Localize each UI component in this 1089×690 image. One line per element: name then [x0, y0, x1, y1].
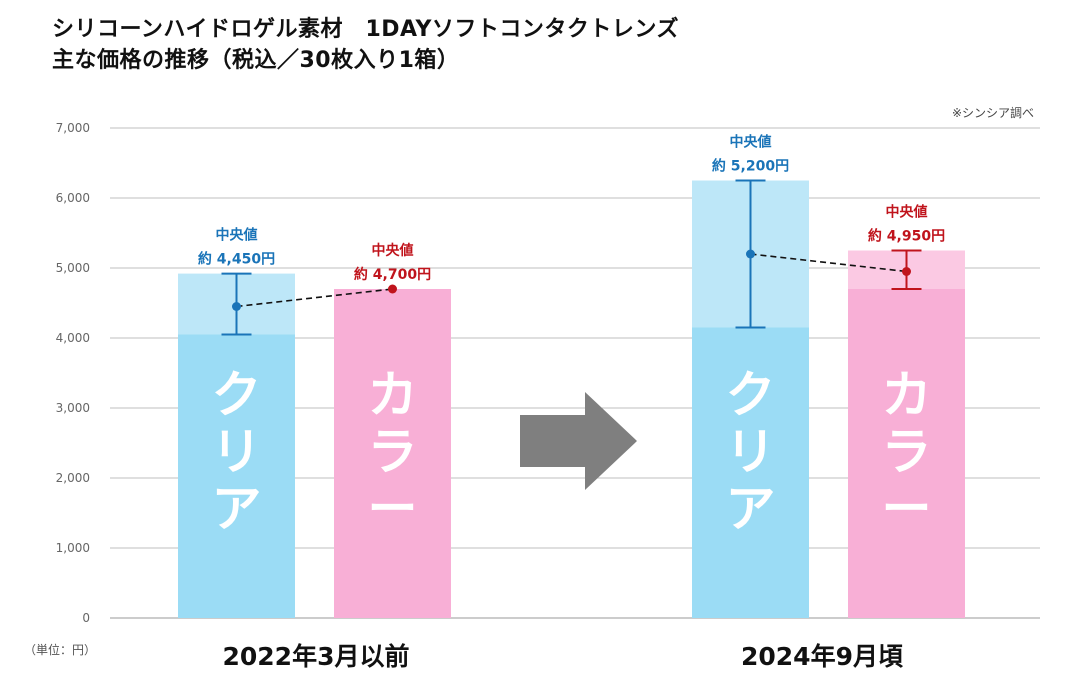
median-value-label: 約 4,950円 [868, 228, 945, 245]
median-label: 中央値 [730, 134, 772, 151]
median-marker [746, 249, 755, 259]
median-marker [232, 302, 241, 311]
bar-name-char: ア [726, 480, 776, 538]
median-value-label: 約 4,450円 [198, 251, 275, 268]
chart-title: シリコーンハイドロゲル素材 1DAYソフトコンタクトレンズ 主な価格の推移（税込… [52, 14, 679, 76]
bar-base-segment [848, 289, 965, 618]
y-tick-label: 0 [82, 611, 90, 625]
x-group-label: 2024年9月頃 [741, 642, 904, 671]
median-label: 中央値 [886, 204, 928, 221]
y-tick-label: 7,000 [56, 121, 90, 135]
bar-name-char: ア [212, 480, 262, 538]
y-tick-label: 1,000 [56, 541, 90, 555]
median-value-label: 約 4,700円 [354, 266, 431, 283]
median-marker [388, 284, 397, 294]
bar-name-char: カ [368, 366, 418, 424]
bar-name-char: カ [882, 366, 932, 424]
transition-arrow [520, 392, 637, 490]
source-note: ※シンシア調べ [951, 106, 1034, 120]
median-label: 中央値 [372, 242, 414, 259]
bar-name-char: リ [212, 423, 262, 481]
chart-title-line1: シリコーンハイドロゲル素材 1DAYソフトコンタクトレンズ [52, 17, 679, 42]
y-tick-label: 4,000 [56, 331, 90, 345]
median-value-label: 約 5,200円 [712, 158, 789, 175]
median-marker [902, 267, 911, 276]
x-group-label: 2022年3月以前 [223, 642, 410, 671]
bar-name-char: ク [726, 366, 776, 424]
median-connector [750, 253, 907, 273]
y-tick-label: 6,000 [56, 191, 90, 205]
median-connector [236, 288, 393, 308]
bar-name-char: ク [212, 366, 262, 424]
y-tick-label: 5,000 [56, 261, 90, 275]
bar-name-char: ー [368, 480, 418, 538]
bar-base-segment [334, 289, 451, 618]
y-tick-label: 3,000 [56, 401, 90, 415]
bar-name-char: ラ [368, 423, 418, 481]
bar-base-segment [692, 327, 809, 618]
y-tick-label: 2,000 [56, 471, 90, 485]
unit-note: （単位：円） [24, 643, 97, 657]
median-label: 中央値 [216, 227, 258, 244]
bar-name-char: ラ [882, 423, 932, 481]
bar-name-char: ー [882, 480, 932, 538]
bar-base-segment [178, 334, 295, 618]
bar-name-char: リ [726, 423, 776, 481]
chart-title-line2: 主な価格の推移（税込／30枚入り1箱） [52, 48, 460, 73]
